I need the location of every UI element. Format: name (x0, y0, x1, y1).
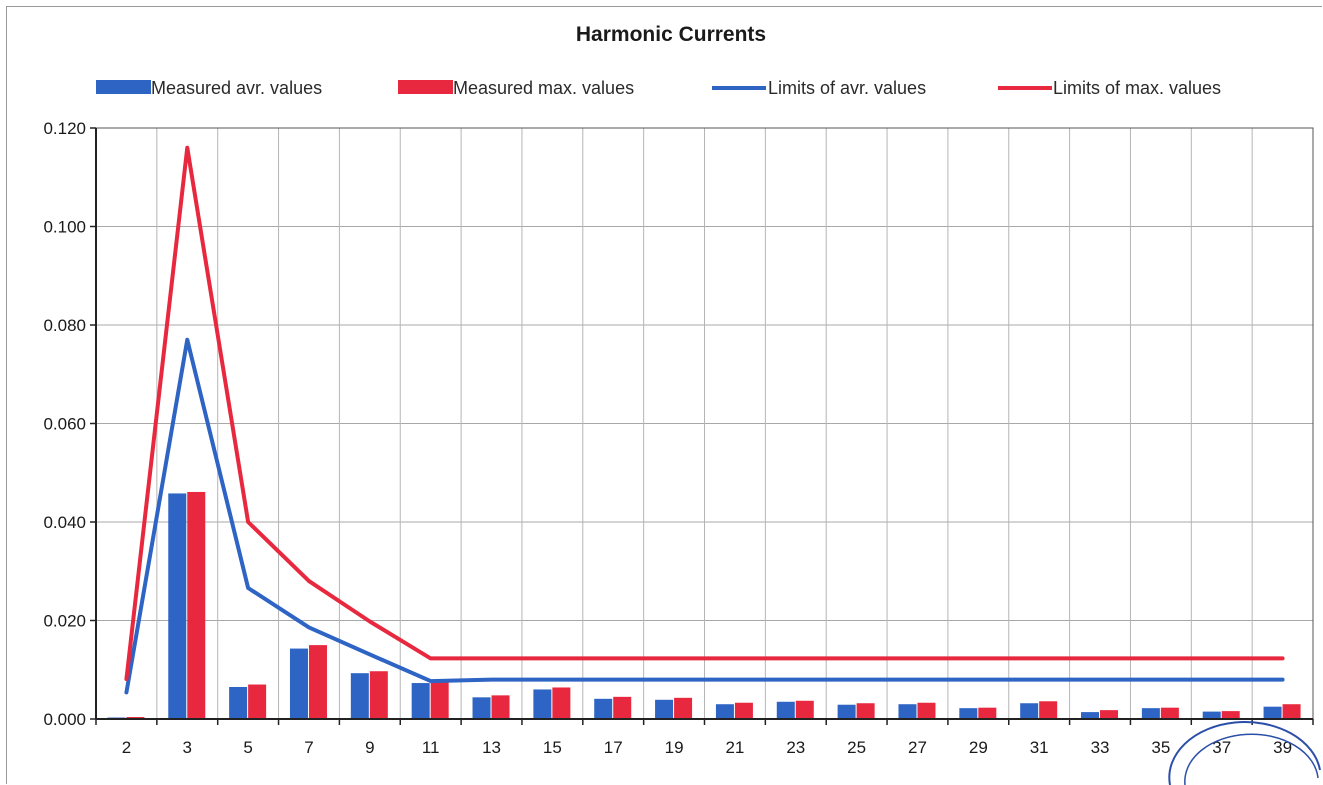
y-tick-label: 0.120 (43, 119, 86, 138)
chart-legend: Measured avr. values Measured max. values… (96, 78, 1221, 98)
x-tick-label: 2 (122, 738, 131, 757)
x-tick-label: 5 (243, 738, 252, 757)
stamp-inner-ring (1184, 733, 1319, 785)
y-tick-label: 0.060 (43, 415, 86, 434)
bar-measured-avr (1081, 712, 1100, 719)
bar-measured-max (308, 645, 327, 719)
line-limits-avr (124, 337, 1285, 695)
legend-label: Limits of max. values (1053, 78, 1221, 98)
x-tick-label: 31 (1030, 738, 1049, 757)
bar-measured-max (674, 697, 693, 719)
bar-measured-max (978, 707, 997, 719)
bar-measured-avr (289, 648, 308, 719)
bar-measured-avr (898, 704, 917, 719)
line-limits-max (124, 145, 1285, 682)
x-tick-label: 9 (365, 738, 374, 757)
limit-lines (124, 145, 1285, 695)
legend-swatch (96, 80, 151, 94)
x-tick-label: 21 (725, 738, 744, 757)
bar-measured-max (248, 684, 267, 719)
x-tick-label: 3 (183, 738, 192, 757)
y-tick-label: 0.040 (43, 513, 86, 532)
legend-label: Measured max. values (453, 78, 634, 98)
bar-measured-avr (229, 686, 248, 719)
y-tick-label: 0.080 (43, 316, 86, 335)
bar-measured-max (1282, 704, 1301, 719)
chart-frame (6, 6, 1322, 784)
x-tick-label: 23 (786, 738, 805, 757)
bar-measured-avr (350, 673, 369, 719)
bar-measured-avr (1141, 708, 1160, 719)
x-tick-label: 39 (1273, 738, 1292, 757)
bar-measured-max (369, 671, 388, 719)
x-tick-label: 17 (604, 738, 623, 757)
bar-measured-avr (655, 699, 674, 719)
bar-measured-max (613, 696, 632, 719)
bar-measured-max (1039, 701, 1058, 719)
axes (90, 127, 1314, 725)
bar-measured-avr (959, 708, 978, 719)
x-tick-label: 15 (543, 738, 562, 757)
bar-measured-avr (472, 697, 491, 719)
x-tick-label: 25 (847, 738, 866, 757)
stamp-outer-ring (1168, 720, 1321, 785)
bar-measured-avr (594, 698, 613, 719)
bar-measured-max (430, 681, 449, 719)
bar-measured-max (1100, 710, 1119, 719)
x-tick-label: 27 (908, 738, 927, 757)
x-tick-label: 33 (1091, 738, 1110, 757)
legend-item-measured-max: Measured max. values (398, 78, 634, 98)
x-tick-label: 35 (1151, 738, 1170, 757)
bar-measured-avr (1263, 706, 1282, 719)
bar-measured-max (1221, 711, 1240, 719)
legend-item-limits-max: Limits of max. values (998, 78, 1221, 98)
bar-measured-avr (533, 689, 552, 719)
chart-title: Harmonic Currents (576, 23, 766, 46)
grid-lines (95, 127, 1314, 720)
bar-measured-max (795, 700, 814, 719)
bar-measured-avr (715, 704, 734, 719)
bar-measured-avr (837, 704, 856, 719)
legend-swatch (398, 80, 453, 94)
legend-label: Measured avr. values (151, 78, 322, 98)
bar-measured-max (856, 703, 875, 719)
y-tick-label: 0.020 (43, 612, 86, 631)
bar-measured-avr (168, 493, 187, 719)
legend-item-measured-avr: Measured avr. values (96, 78, 322, 98)
x-tick-label: 11 (422, 738, 440, 757)
x-tick-label: 7 (304, 738, 313, 757)
bar-measured-avr (1020, 703, 1039, 719)
legend-item-limits-avr: Limits of avr. values (712, 78, 926, 98)
bars (107, 491, 1301, 719)
x-tick-label: 19 (665, 738, 684, 757)
x-tick-label: 29 (969, 738, 988, 757)
bar-measured-max (552, 687, 571, 719)
legend-label: Limits of avr. values (768, 78, 926, 98)
bar-measured-avr (411, 683, 430, 719)
bar-measured-max (491, 695, 510, 719)
y-tick-label: 0.000 (43, 710, 86, 729)
bar-measured-max (1160, 707, 1179, 719)
x-tick-label: 13 (482, 738, 501, 757)
bar-measured-avr (1202, 711, 1221, 719)
bar-measured-max (917, 702, 936, 719)
bar-measured-max (187, 491, 206, 719)
stamp-seal (1168, 720, 1321, 785)
bar-measured-max (734, 702, 753, 719)
y-tick-label: 0.100 (43, 218, 86, 237)
bar-measured-avr (776, 701, 795, 719)
x-tick-label: 37 (1212, 738, 1231, 757)
